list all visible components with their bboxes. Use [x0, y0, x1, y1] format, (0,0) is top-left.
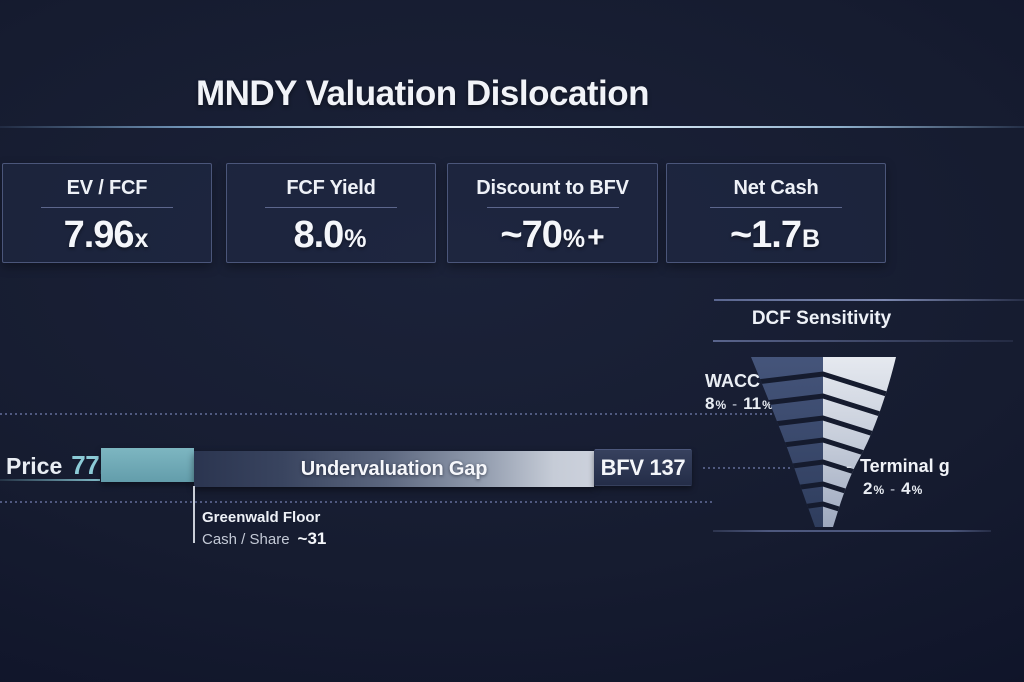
metric-card-net-cash: Net Cash ~1.7 B — [666, 163, 886, 263]
metric-value: ~70% + — [500, 214, 604, 257]
percent-sign: % — [911, 483, 923, 497]
wacc-label: WACC — [705, 371, 760, 391]
floor-value: ~31 — [297, 529, 327, 548]
bfv-box: BFV 137 — [594, 449, 692, 486]
terminal-g-annotation: - Terminal g 2% - 4% — [846, 456, 950, 499]
wacc-high: 11 — [743, 394, 762, 413]
metric-card-discount-bfv: Discount to BFV ~70% + — [447, 163, 658, 263]
floor-subtitle: Cash / Share — [202, 531, 290, 548]
terminal-low: 2 — [863, 479, 873, 498]
floor-callout-line — [193, 486, 195, 543]
metric-value-suffix: % — [562, 225, 586, 253]
gap-label: Undervaluation Gap — [300, 457, 488, 480]
floor-title: Greenwald Floor — [202, 509, 321, 526]
metric-value-number: 8.0 — [293, 214, 344, 256]
metric-value-number: ~1.7 — [729, 214, 802, 256]
dcf-funnel-chart — [751, 357, 896, 527]
range-dash: - — [732, 396, 738, 413]
percent-sign: % — [715, 398, 727, 412]
metric-value-suffix: x — [134, 225, 149, 253]
metric-value-suffix2: + — [587, 221, 605, 254]
metric-label: EV / FCF — [66, 177, 148, 199]
metric-value-number: ~70 — [500, 214, 562, 256]
terminal-connector-dash: - — [846, 456, 852, 476]
metric-value: 7.96 x — [64, 214, 151, 257]
bfv-label: BFV 137 — [600, 454, 686, 480]
metric-value-suffix: B — [801, 225, 821, 253]
guide-dotted-top — [0, 413, 787, 415]
metric-value: 8.0% — [293, 214, 368, 257]
metric-divider — [265, 207, 397, 208]
metric-value-number: 7.96 — [63, 214, 135, 256]
metric-value-suffix: % — [344, 225, 367, 253]
wacc-range: 8% - 11% — [705, 394, 773, 414]
funnel-baseline — [713, 530, 991, 532]
range-dash: - — [890, 481, 896, 498]
metric-divider — [486, 207, 619, 208]
wacc-annotation: WACC 8% - 11% — [705, 371, 773, 414]
metric-card-ev-fcf: EV / FCF 7.96 x — [2, 163, 212, 263]
dcf-panel-top-line — [714, 299, 1024, 301]
price-underline — [0, 479, 100, 481]
metric-label: Net Cash — [733, 177, 819, 199]
dcf-panel-bottom-line — [713, 340, 1013, 342]
page-title: MNDY Valuation Dislocation — [195, 74, 650, 113]
metric-label: FCF Yield — [286, 177, 376, 199]
percent-sign: % — [762, 398, 773, 412]
terminal-g-range: 2% - 4% — [863, 479, 950, 499]
price-bar-segment — [101, 448, 194, 482]
metric-label: Discount to BFV — [476, 177, 629, 199]
title-divider — [0, 126, 1024, 128]
metric-divider — [710, 207, 842, 208]
floor-callout: Greenwald Floor Cash / Share ~31 — [202, 509, 326, 549]
metric-card-fcf-yield: FCF Yield 8.0% — [226, 163, 436, 263]
terminal-connector-dotted — [703, 467, 791, 469]
dcf-title: DCF Sensitivity — [751, 308, 892, 329]
percent-sign: % — [873, 483, 885, 497]
terminal-g-label: Terminal g — [860, 456, 950, 476]
terminal-high: 4 — [901, 479, 911, 498]
wacc-low: 8 — [705, 394, 715, 413]
metric-value: ~1.7 B — [730, 214, 822, 257]
metric-divider — [41, 207, 173, 208]
guide-dotted-bottom — [0, 501, 713, 503]
undervaluation-gap-bar: Undervaluation Gap — [194, 451, 594, 487]
price-label: Price — [6, 453, 63, 479]
